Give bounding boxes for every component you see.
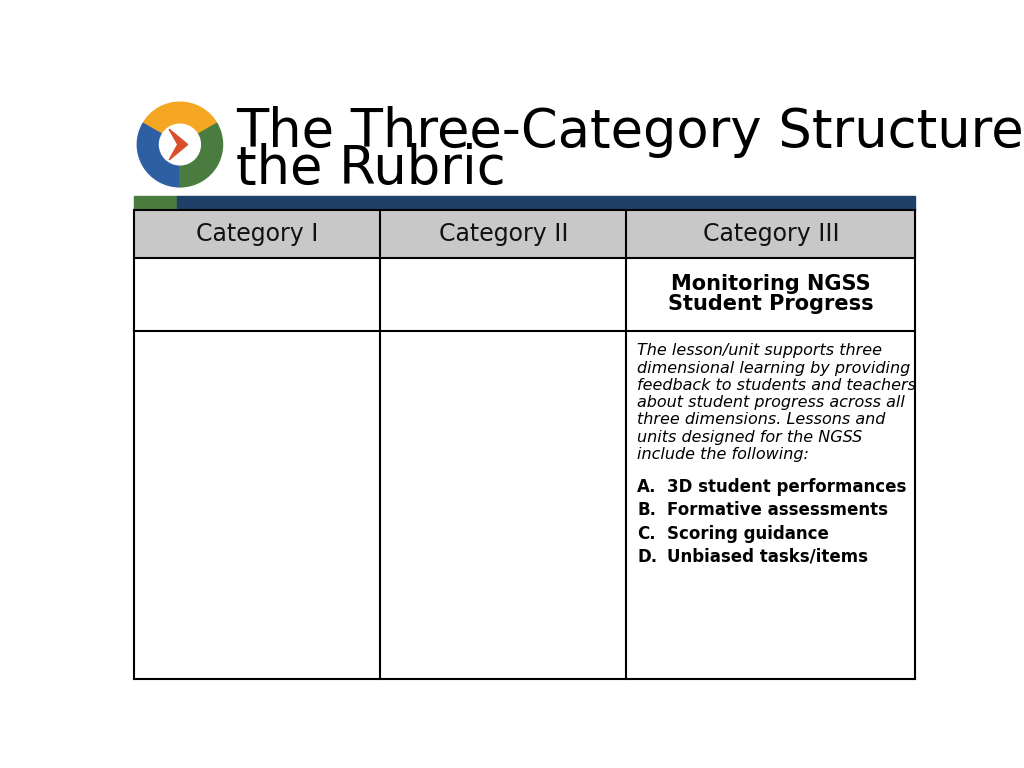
Wedge shape: [180, 124, 222, 187]
Text: The lesson/unit supports three: The lesson/unit supports three: [637, 343, 883, 358]
Wedge shape: [137, 124, 180, 187]
Text: A.: A.: [637, 478, 656, 496]
Bar: [134, 258, 915, 679]
Bar: [134, 210, 915, 258]
Text: C.: C.: [637, 525, 655, 542]
Text: Unbiased tasks/items: Unbiased tasks/items: [667, 548, 867, 565]
Text: Monitoring NGSS: Monitoring NGSS: [671, 273, 870, 293]
Circle shape: [135, 100, 225, 189]
Text: feedback to students and teachers: feedback to students and teachers: [637, 378, 916, 392]
Text: B.: B.: [637, 502, 656, 519]
Text: units designed for the NGSS: units designed for the NGSS: [637, 430, 862, 445]
Text: Scoring guidance: Scoring guidance: [667, 525, 828, 542]
Text: about student progress across all: about student progress across all: [637, 396, 905, 410]
Text: Student Progress: Student Progress: [668, 293, 873, 313]
Text: include the following:: include the following:: [637, 447, 809, 462]
Wedge shape: [143, 102, 217, 134]
Text: Formative assessments: Formative assessments: [667, 502, 888, 519]
Text: dimensional learning by providing: dimensional learning by providing: [637, 360, 910, 376]
Circle shape: [160, 124, 201, 165]
Text: The Three-Category Structure of: The Three-Category Structure of: [237, 106, 1024, 158]
Text: Category I: Category I: [196, 222, 318, 246]
Text: 3D student performances: 3D student performances: [667, 478, 906, 496]
Bar: [134, 196, 177, 210]
Text: Category II: Category II: [438, 222, 568, 246]
Text: three dimensions. Lessons and: three dimensions. Lessons and: [637, 412, 886, 428]
Bar: [177, 196, 915, 210]
Text: D.: D.: [637, 548, 657, 565]
Text: the Rubric: the Rubric: [237, 143, 506, 195]
Text: Category III: Category III: [702, 222, 840, 246]
Polygon shape: [169, 129, 187, 160]
